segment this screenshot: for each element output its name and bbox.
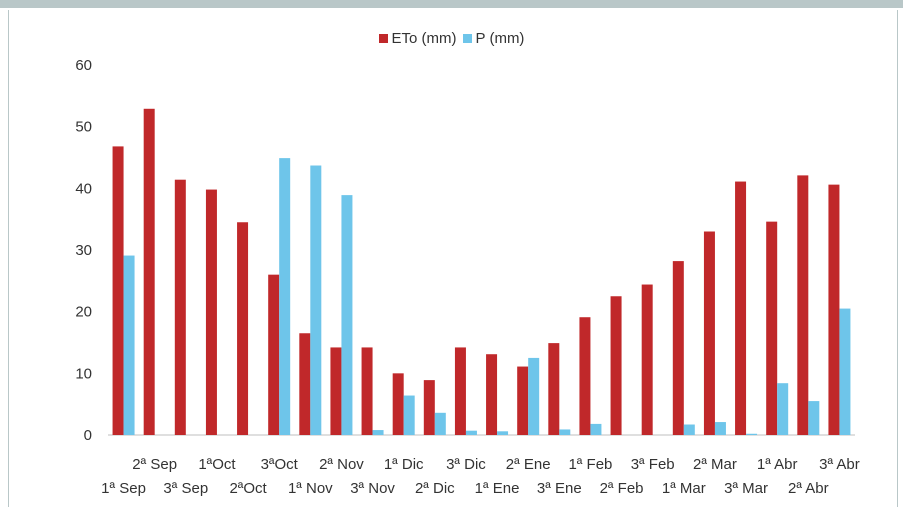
legend-label-p: P (mm) bbox=[475, 30, 525, 47]
bar-p bbox=[372, 430, 384, 435]
bar-eto bbox=[766, 221, 778, 435]
x-tick-label: 2ª Nov bbox=[319, 456, 364, 473]
x-tick-label: 3ª Dic bbox=[446, 456, 486, 473]
y-tick-label: 30 bbox=[75, 242, 92, 259]
bar-eto bbox=[797, 175, 809, 435]
x-tick-label: 3ª Sep bbox=[163, 480, 208, 497]
bar-p bbox=[746, 433, 758, 435]
x-tick-label: 2ª Abr bbox=[788, 480, 829, 497]
bar-eto bbox=[735, 181, 747, 435]
x-tick-label: 1ª Sep bbox=[101, 480, 146, 497]
x-tick-label: 3ª Nov bbox=[350, 480, 395, 497]
bar-p bbox=[839, 308, 851, 435]
legend-item-p: P (mm) bbox=[462, 30, 525, 47]
y-tick-label: 40 bbox=[75, 180, 92, 197]
x-tick-label: 2ª Mar bbox=[693, 456, 737, 473]
x-tick-label: 2ª Dic bbox=[415, 480, 455, 497]
y-tick-label: 60 bbox=[75, 57, 92, 74]
bar-eto bbox=[454, 347, 466, 435]
y-tick-label: 50 bbox=[75, 119, 92, 136]
legend-swatch-eto bbox=[378, 34, 388, 43]
x-tick-label: 1ª Dic bbox=[384, 456, 424, 473]
y-tick-label: 10 bbox=[75, 365, 92, 382]
legend-swatch-p bbox=[462, 34, 472, 43]
bar-eto bbox=[237, 222, 249, 435]
bar-eto bbox=[486, 354, 498, 435]
bar-p bbox=[403, 395, 415, 435]
bar-eto bbox=[703, 231, 715, 435]
bar-eto bbox=[517, 366, 529, 435]
bar-eto bbox=[828, 184, 840, 435]
bar-p bbox=[310, 165, 322, 435]
x-tick-label: 2ª Sep bbox=[132, 456, 177, 473]
bar-p bbox=[714, 422, 726, 435]
bar-eto bbox=[610, 296, 622, 435]
bar-p bbox=[808, 401, 820, 435]
bar-eto bbox=[548, 343, 560, 435]
y-tick-label: 0 bbox=[84, 427, 92, 444]
bar-eto bbox=[268, 274, 280, 435]
bar-eto bbox=[641, 284, 653, 435]
bar-p bbox=[497, 431, 509, 435]
legend-item-eto: ETo (mm) bbox=[378, 30, 457, 47]
bar-eto bbox=[205, 189, 217, 435]
x-tick-label: 1ª Abr bbox=[757, 456, 798, 473]
x-tick-label: 2ªOct bbox=[229, 480, 267, 497]
chart-frame bbox=[8, 10, 898, 507]
bar-eto bbox=[672, 261, 684, 435]
x-tick-label: 3ª Ene bbox=[537, 480, 582, 497]
bar-p bbox=[465, 430, 477, 435]
y-tick-label: 20 bbox=[75, 304, 92, 321]
chart-legend: ETo (mm) P (mm) bbox=[0, 30, 903, 47]
bar-eto bbox=[579, 317, 591, 435]
bar-p bbox=[434, 412, 446, 435]
bar-eto bbox=[112, 146, 124, 435]
x-tick-label: 1ª Mar bbox=[662, 480, 706, 497]
bar-p bbox=[559, 429, 571, 435]
bar-p bbox=[683, 424, 695, 435]
x-tick-label: 1ª Ene bbox=[475, 480, 520, 497]
bar-eto bbox=[174, 179, 186, 435]
x-tick-label: 3ª Feb bbox=[631, 456, 675, 473]
top-border-bar bbox=[0, 0, 903, 8]
x-tick-label: 2ª Feb bbox=[600, 480, 644, 497]
bar-eto bbox=[143, 108, 155, 436]
x-tick-label: 3ªOct bbox=[261, 456, 299, 473]
bar-p bbox=[341, 195, 353, 435]
x-tick-label: 3ª Mar bbox=[724, 480, 768, 497]
legend-label-eto: ETo (mm) bbox=[391, 30, 457, 47]
bar-p bbox=[528, 357, 540, 435]
bar-eto bbox=[423, 380, 435, 435]
bar-p bbox=[123, 255, 135, 435]
x-tick-label: 2ª Ene bbox=[506, 456, 551, 473]
bar-eto bbox=[299, 333, 311, 435]
bar-eto bbox=[361, 347, 373, 435]
bar-p bbox=[590, 423, 602, 435]
bar-p bbox=[777, 383, 789, 435]
x-tick-label: 1ª Nov bbox=[288, 480, 333, 497]
bar-eto bbox=[392, 373, 404, 435]
x-tick-label: 3ª Abr bbox=[819, 456, 860, 473]
x-tick-label: 1ª Feb bbox=[568, 456, 612, 473]
x-tick-label: 1ªOct bbox=[198, 456, 236, 473]
bar-eto bbox=[330, 347, 342, 435]
bar-p bbox=[279, 158, 291, 435]
